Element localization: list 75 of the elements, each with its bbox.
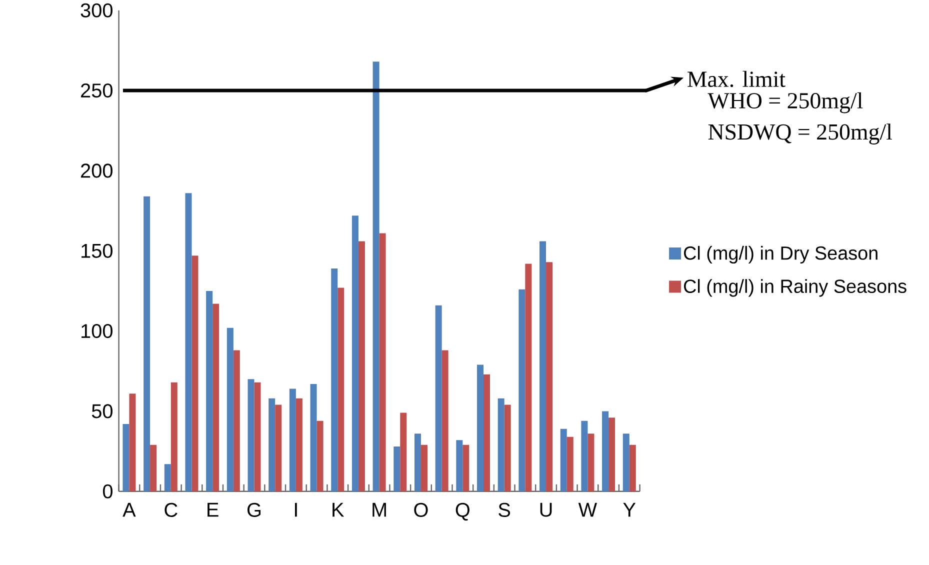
bar <box>581 420 588 492</box>
y-tick-label: 50 <box>92 404 112 418</box>
x-tick-label: O <box>414 502 428 517</box>
y-tick-label: 0 <box>102 484 112 498</box>
bar <box>546 262 553 492</box>
x-tick-label: S <box>498 502 510 517</box>
bar <box>540 241 546 492</box>
bar <box>248 379 254 492</box>
bar <box>144 196 150 492</box>
y-tick-label: 300 <box>80 3 112 18</box>
x-tick-label: Y <box>623 502 636 517</box>
bar <box>226 328 234 492</box>
text: WHO = 250mg/l <box>708 92 863 114</box>
y-tick-label: 100 <box>82 324 112 338</box>
bar <box>338 288 344 492</box>
x-tick-label: C <box>164 502 178 517</box>
x-tick-label: Q <box>456 502 470 521</box>
x-tick-label: A <box>122 502 136 517</box>
x-tick-label: E <box>208 502 218 517</box>
bar <box>352 216 358 492</box>
text: NSDWQ = 250mg/l <box>708 124 892 144</box>
bar <box>414 434 421 492</box>
ref-line-label: Max. limit <box>688 70 786 88</box>
bar <box>462 444 470 492</box>
bar <box>296 398 302 492</box>
bar <box>212 304 220 492</box>
legend-label: Cl (mg/l) in Dry Season <box>684 246 878 264</box>
bar <box>316 420 324 492</box>
bar <box>504 404 511 492</box>
bar <box>476 364 484 492</box>
bar <box>129 394 136 492</box>
x-tick-label: I <box>295 502 297 517</box>
bar <box>185 193 192 492</box>
bar <box>268 398 276 492</box>
x-tick-label: G <box>248 502 261 517</box>
bar <box>629 444 636 492</box>
bar <box>602 411 609 492</box>
bar <box>622 434 630 492</box>
y-tick-label: 250 <box>81 83 112 98</box>
bar <box>206 290 213 492</box>
bar <box>233 350 240 492</box>
y-tick-label: 150 <box>82 244 112 258</box>
bar <box>588 434 594 492</box>
bar <box>420 444 428 492</box>
bar <box>150 444 157 492</box>
bar <box>456 440 463 492</box>
bar <box>498 398 504 492</box>
x-tick-label: W <box>578 502 598 517</box>
bar <box>442 350 448 492</box>
bar <box>331 268 338 492</box>
legend-label: Cl (mg/l) in Rainy Seasons <box>684 279 906 297</box>
bar <box>560 428 567 492</box>
bar <box>608 418 616 492</box>
y-tick-label: 200 <box>81 164 112 178</box>
bar <box>254 382 261 492</box>
bar <box>566 436 574 492</box>
bar <box>518 289 526 492</box>
x-tick-label: M <box>372 502 386 517</box>
x-tick-label: K <box>332 502 344 517</box>
bar <box>400 412 407 492</box>
bar <box>372 62 380 492</box>
bar <box>379 233 386 492</box>
bar <box>435 305 442 492</box>
bar <box>192 256 198 492</box>
bar <box>122 424 130 492</box>
bar <box>164 464 171 492</box>
bar <box>525 264 532 492</box>
x-tick-label: U <box>540 502 552 517</box>
bar <box>289 388 296 492</box>
bar <box>483 374 490 492</box>
bar <box>310 384 317 492</box>
bar <box>170 382 178 492</box>
bar <box>358 241 365 492</box>
bar <box>275 404 282 492</box>
bar <box>394 446 400 492</box>
